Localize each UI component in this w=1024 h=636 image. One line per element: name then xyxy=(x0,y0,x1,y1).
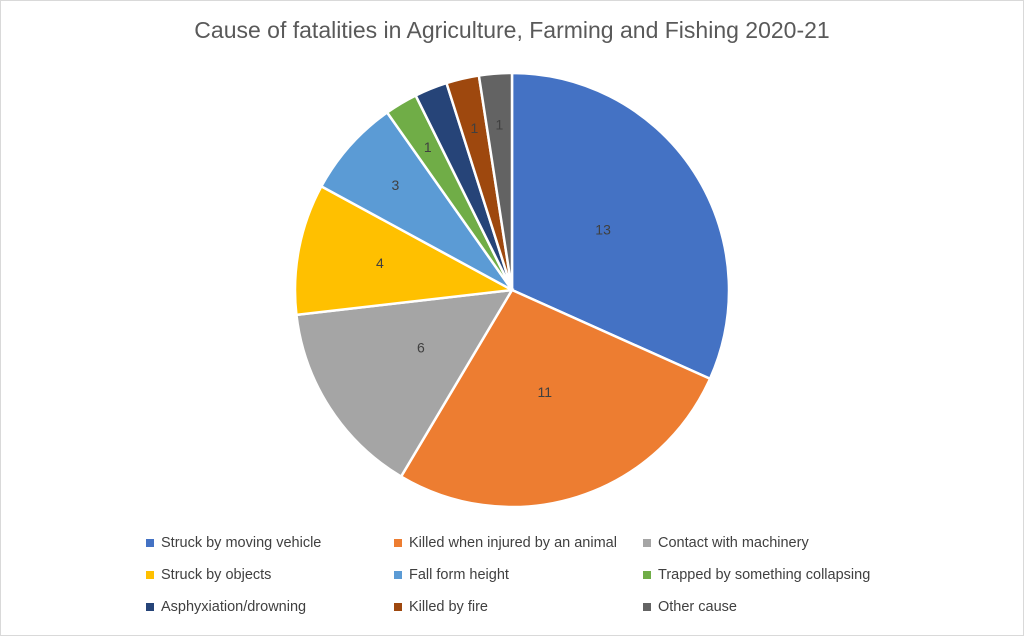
legend-item-1: Struck by moving vehicle xyxy=(146,535,321,551)
legend-swatch xyxy=(146,539,154,547)
legend-item-9: Other cause xyxy=(643,599,737,615)
legend-swatch xyxy=(394,603,402,611)
legend-label: Killed by fire xyxy=(409,599,488,615)
legend-label: Killed when injured by an animal xyxy=(409,535,617,551)
pie-slice-5 xyxy=(319,110,514,292)
legend-swatch xyxy=(394,539,402,547)
legend-item-5: Fall form height xyxy=(394,567,509,583)
legend-item-8: Killed by fire xyxy=(394,599,488,615)
chart-title: Cause of fatalities in Agriculture, Farm… xyxy=(194,17,830,43)
pie-slice-3 xyxy=(295,288,515,479)
legend-label: Trapped by something collapsing xyxy=(658,567,871,583)
legend-swatch xyxy=(394,571,402,579)
pie-slice-2 xyxy=(399,288,712,509)
legend-item-7: Asphyxiation/drowning xyxy=(146,599,306,615)
legend-label: Contact with machinery xyxy=(658,535,809,551)
legend-swatch xyxy=(643,571,651,579)
legend-swatch xyxy=(643,603,651,611)
legend-swatch xyxy=(643,539,651,547)
legend-item-3: Contact with machinery xyxy=(643,535,809,551)
legend-label: Other cause xyxy=(658,599,737,615)
data-label-4: 4 xyxy=(376,255,384,271)
legend-label: Struck by moving vehicle xyxy=(161,535,322,551)
pie-slice-9 xyxy=(477,71,514,291)
data-label-8: 1 xyxy=(471,120,479,136)
legend-label: Asphyxiation/drowning xyxy=(161,599,307,615)
legend-item-4: Struck by objects xyxy=(146,567,271,583)
legend-item-6: Trapped by something collapsing xyxy=(643,567,870,583)
legend-swatch xyxy=(146,603,154,611)
legend-label: Fall form height xyxy=(409,567,509,583)
legend-item-2: Killed when injured by an animal xyxy=(394,535,617,551)
data-label-6: 1 xyxy=(424,139,432,155)
pie-slice-1 xyxy=(510,71,731,381)
data-label-2: 11 xyxy=(537,384,552,400)
data-label-1: 13 xyxy=(595,222,611,238)
legend-swatch xyxy=(146,571,154,579)
data-label-9: 1 xyxy=(495,116,503,132)
data-label-3: 6 xyxy=(417,340,425,356)
legend-label: Struck by objects xyxy=(161,567,272,583)
data-label-5: 3 xyxy=(391,177,399,193)
pie-slice-4 xyxy=(293,184,517,317)
